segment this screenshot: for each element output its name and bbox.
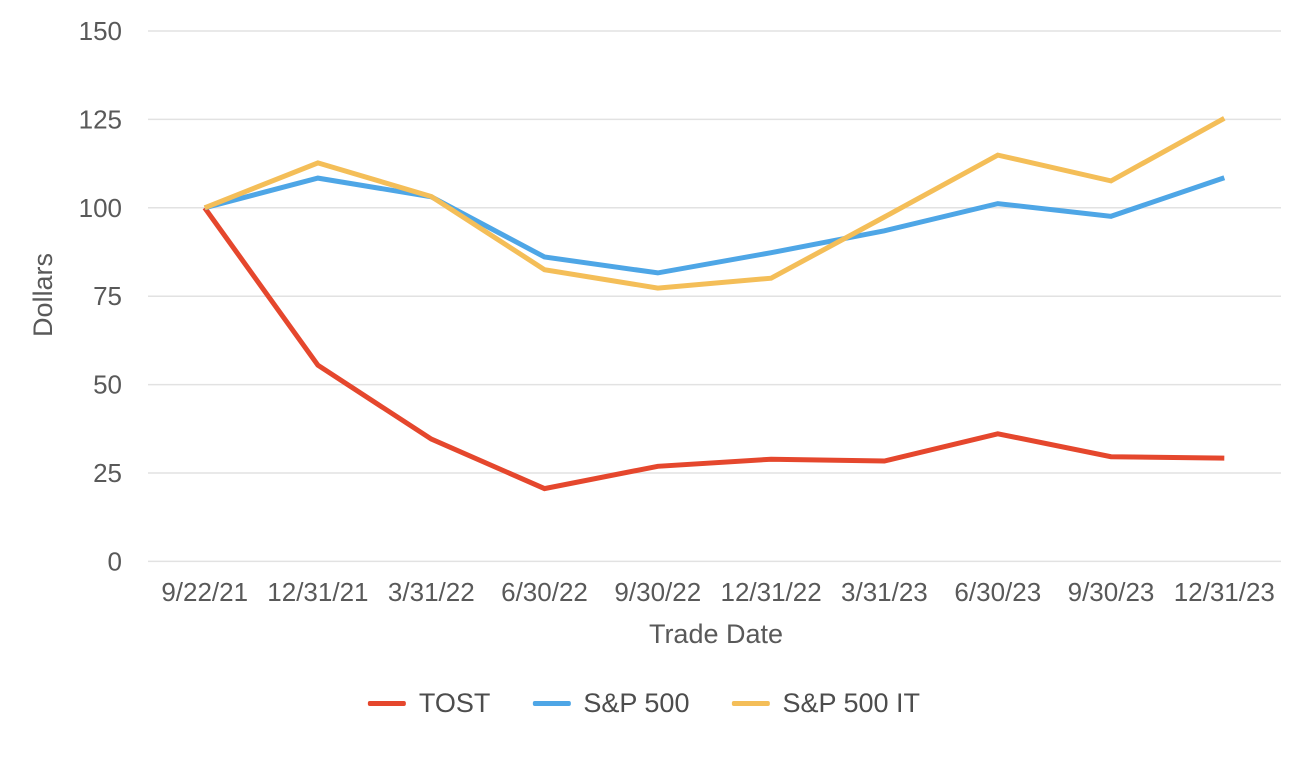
legend-swatch-icon xyxy=(532,701,571,706)
legend-label: S&P 500 xyxy=(583,688,690,718)
gridlines-group xyxy=(148,30,1281,563)
y-tick-label: 25 xyxy=(93,458,122,488)
series-lines-group xyxy=(202,116,1226,492)
y-tick-label: 150 xyxy=(79,16,122,46)
series-line-s-p-500-it xyxy=(203,116,1226,291)
x-tick-label: 9/30/22 xyxy=(614,577,701,607)
series-line-tost xyxy=(202,206,1225,492)
x-axis-title: Trade Date xyxy=(649,619,783,649)
x-axis-tick-labels: 9/22/21 12/31/21 3/31/22 6/30/22 9/30/22 12/3… xyxy=(161,577,1275,607)
y-axis-tick-labels: 0 25 50 75 100 125 150 xyxy=(79,16,122,576)
x-tick-label: 3/31/23 xyxy=(841,577,928,607)
legend-label: TOST xyxy=(418,688,491,718)
x-tick-label: 3/31/22 xyxy=(388,577,475,607)
x-tick-label: 12/31/22 xyxy=(720,577,821,607)
legend-swatch-icon xyxy=(731,701,770,706)
y-tick-label: 100 xyxy=(79,193,122,223)
legend-item: S&P 500 xyxy=(532,688,689,719)
x-tick-label: 6/30/23 xyxy=(954,577,1041,607)
x-tick-label: 6/30/22 xyxy=(501,577,588,607)
legend-item: TOST xyxy=(367,688,491,719)
x-tick-label: 12/31/21 xyxy=(267,577,368,607)
legend-item: S&P 500 IT xyxy=(731,688,920,719)
y-tick-label: 50 xyxy=(93,370,122,400)
x-tick-label: 9/30/23 xyxy=(1068,577,1155,607)
y-tick-label: 0 xyxy=(108,546,122,576)
y-axis-title: Dollars xyxy=(28,253,58,337)
x-tick-label: 12/31/23 xyxy=(1174,577,1275,607)
legend-swatch-icon xyxy=(367,701,406,706)
legend-label: S&P 500 IT xyxy=(782,688,921,718)
x-tick-label: 9/22/21 xyxy=(161,577,248,607)
y-tick-label: 125 xyxy=(79,104,122,134)
series-line-s-p-500 xyxy=(204,175,1226,276)
y-tick-label: 75 xyxy=(93,281,122,311)
chart-legend: TOST S&P 500 S&P 500 IT xyxy=(367,688,920,719)
